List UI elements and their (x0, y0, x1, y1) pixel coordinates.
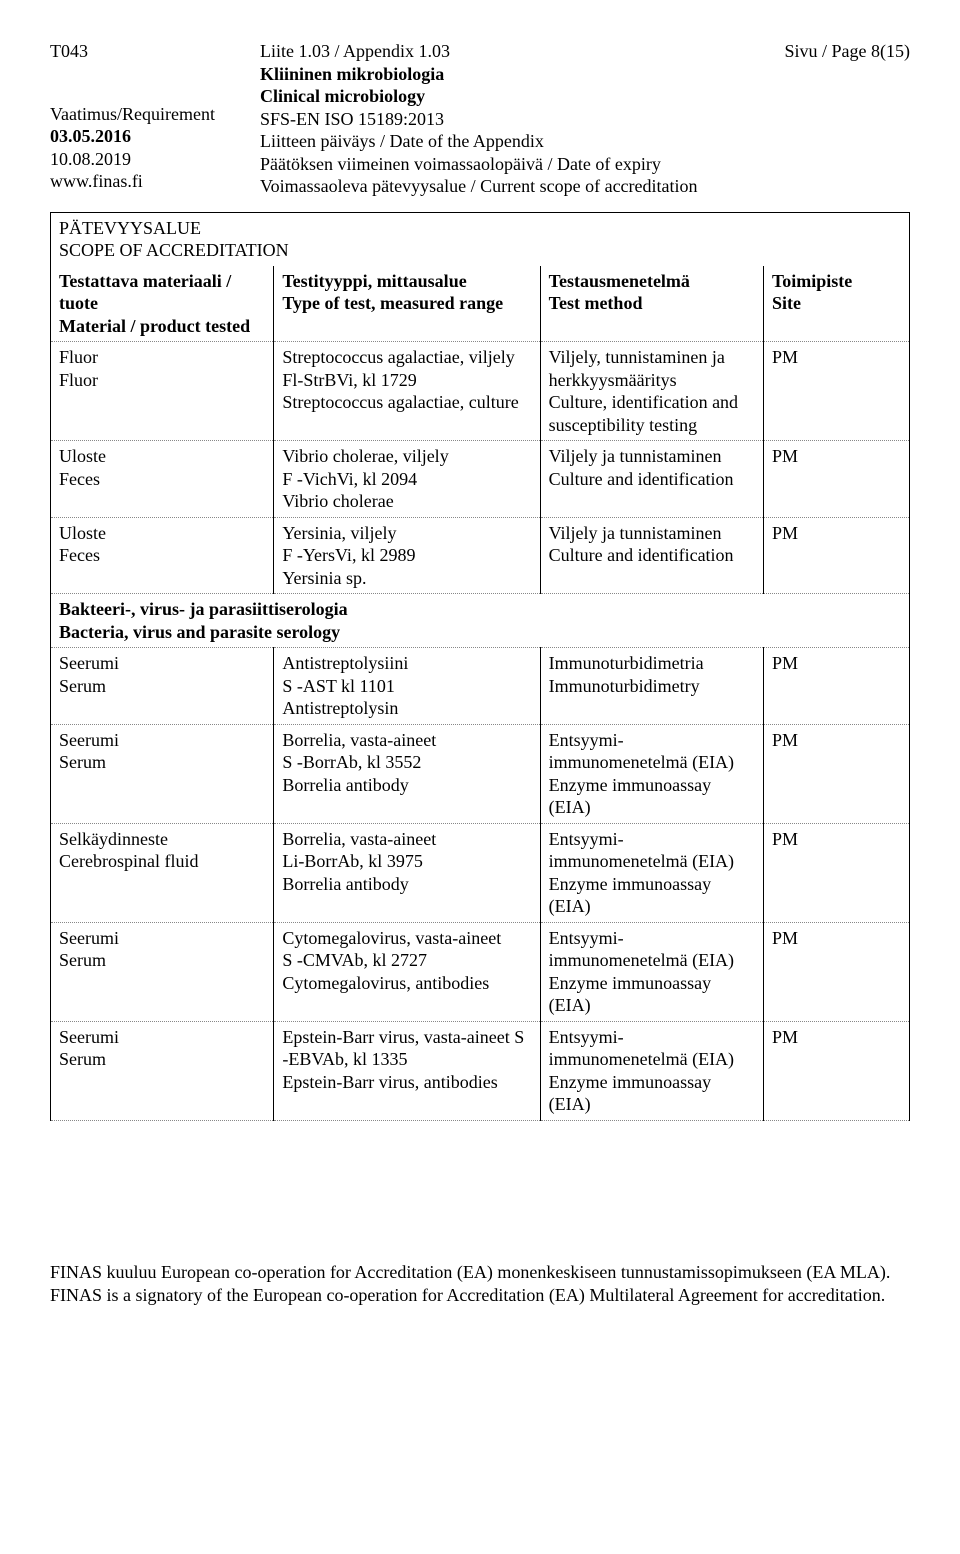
col-method-en: Test method (549, 293, 643, 313)
section-en: Bacteria, virus and parasite serology (59, 622, 340, 642)
table-cell: AntistreptolysiiniS -AST kl 1101Antistre… (274, 648, 540, 725)
table-cell: PM (763, 648, 909, 725)
col-method-fi: Testausmenetelmä (549, 271, 690, 291)
table-cell: Entsyymi-immunomenetelmä (EIA)Enzyme imm… (540, 922, 763, 1021)
page-number: Sivu / Page 8(15) (760, 40, 910, 63)
requirement-label: Vaatimus/Requirement (50, 103, 260, 126)
col-site-fi: Toimipiste (772, 271, 852, 291)
table-cell: Borrelia, vasta-aineetS -BorrAb, kl 3552… (274, 724, 540, 823)
table-cell: UlosteFeces (51, 441, 274, 518)
date-expiry: 10.08.2019 (50, 148, 260, 171)
section-heading: Bakteeri-, virus- ja parasiittiserologia… (51, 594, 910, 648)
table-cell: Viljely ja tunnistaminenCulture and iden… (540, 517, 763, 594)
table-row: SeerumiSerumBorrelia, vasta-aineetS -Bor… (51, 724, 910, 823)
table-row: SeerumiSerumCytomegalovirus, vasta-ainee… (51, 922, 910, 1021)
table-cell: ImmunoturbidimetriaImmunoturbidimetry (540, 648, 763, 725)
doc-code: T043 (50, 40, 260, 63)
table-row: FluorFluorStreptococcus agalactiae, vilj… (51, 342, 910, 441)
table-cell: PM (763, 1021, 909, 1120)
url: www.finas.fi (50, 170, 260, 193)
scope-label: Voimassaoleva pätevyysalue / Current sco… (260, 175, 760, 198)
subject-fi: Kliininen mikrobiologia (260, 63, 760, 86)
table-cell: PM (763, 441, 909, 518)
appendix-label: Liite 1.03 / Appendix 1.03 (260, 40, 760, 63)
col-method: Testausmenetelmä Test method (540, 266, 763, 342)
table-cell: Vibrio cholerae, viljelyF -VichVi, kl 20… (274, 441, 540, 518)
header-middle: Liite 1.03 / Appendix 1.03 Kliininen mik… (260, 40, 760, 198)
date-expiry-label: Päätöksen viimeinen voimassaolopäivä / D… (260, 153, 760, 176)
table-cell: PM (763, 517, 909, 594)
table-cell: SelkäydinnesteCerebrospinal fluid (51, 823, 274, 922)
table-header-row: Testattava materiaali / tuote Material /… (51, 266, 910, 342)
table-cell: SeerumiSerum (51, 1021, 274, 1120)
col-test-type: Testityyppi, mittausalue Type of test, m… (274, 266, 540, 342)
section-row: Bakteeri-, virus- ja parasiittiserologia… (51, 594, 910, 648)
page-header: T043 Vaatimus/Requirement 03.05.2016 10.… (50, 40, 910, 198)
table-cell: SeerumiSerum (51, 648, 274, 725)
table-cell: Entsyymi-immunomenetelmä (EIA)Enzyme imm… (540, 1021, 763, 1120)
col-material: Testattava materiaali / tuote Material /… (51, 266, 274, 342)
table-cell: SeerumiSerum (51, 724, 274, 823)
table-cell: SeerumiSerum (51, 922, 274, 1021)
accreditation-table: PÄTEVYYSALUE SCOPE OF ACCREDITATION Test… (50, 212, 910, 1121)
subject-en: Clinical microbiology (260, 85, 760, 108)
table-cell: UlosteFeces (51, 517, 274, 594)
col-site-en: Site (772, 293, 801, 313)
table-row: SeerumiSerumEpstein-Barr virus, vasta-ai… (51, 1021, 910, 1120)
table-title-row: PÄTEVYYSALUE SCOPE OF ACCREDITATION (51, 212, 910, 266)
header-right: Sivu / Page 8(15) (760, 40, 910, 198)
standard: SFS-EN ISO 15189:2013 (260, 108, 760, 131)
table-row: SeerumiSerumAntistreptolysiiniS -AST kl … (51, 648, 910, 725)
title-fi: PÄTEVYYSALUE (59, 217, 901, 240)
table-cell: Borrelia, vasta-aineetLi-BorrAb, kl 3975… (274, 823, 540, 922)
table-cell: Viljely ja tunnistaminenCulture and iden… (540, 441, 763, 518)
table-cell: Epstein-Barr virus, vasta-aineet S -EBVA… (274, 1021, 540, 1120)
table-cell: FluorFluor (51, 342, 274, 441)
col-material-fi: Testattava materiaali / tuote (59, 271, 231, 314)
table-cell: PM (763, 342, 909, 441)
col-site: Toimipiste Site (763, 266, 909, 342)
table-row: SelkäydinnesteCerebrospinal fluidBorreli… (51, 823, 910, 922)
table-cell: Yersinia, viljelyF -YersVi, kl 2989Yersi… (274, 517, 540, 594)
date-appendix: 03.05.2016 (50, 125, 260, 148)
table-title: PÄTEVYYSALUE SCOPE OF ACCREDITATION (51, 212, 910, 266)
table-row: UlosteFecesVibrio cholerae, viljelyF -Vi… (51, 441, 910, 518)
table-cell: Viljely, tunnistaminen ja herkkyysmäärit… (540, 342, 763, 441)
footer-line-1: FINAS kuuluu European co-operation for A… (50, 1261, 910, 1284)
col-test-type-en: Type of test, measured range (282, 293, 503, 313)
date-appendix-label: Liitteen päiväys / Date of the Appendix (260, 130, 760, 153)
table-cell: Entsyymi-immunomenetelmä (EIA)Enzyme imm… (540, 724, 763, 823)
table-cell: Streptococcus agalactiae, viljelyFl-StrB… (274, 342, 540, 441)
table-cell: PM (763, 724, 909, 823)
header-left: T043 Vaatimus/Requirement 03.05.2016 10.… (50, 40, 260, 198)
col-material-en: Material / product tested (59, 316, 250, 336)
table-cell: Cytomegalovirus, vasta-aineetS -CMVAb, k… (274, 922, 540, 1021)
table-cell: Entsyymi-immunomenetelmä (EIA)Enzyme imm… (540, 823, 763, 922)
table-row: UlosteFecesYersinia, viljelyF -YersVi, k… (51, 517, 910, 594)
section-fi: Bakteeri-, virus- ja parasiittiserologia (59, 599, 348, 619)
title-en: SCOPE OF ACCREDITATION (59, 239, 901, 262)
col-test-type-fi: Testityyppi, mittausalue (282, 271, 466, 291)
table-cell: PM (763, 823, 909, 922)
table-cell: PM (763, 922, 909, 1021)
footer-line-2: FINAS is a signatory of the European co-… (50, 1284, 910, 1307)
page-footer: FINAS kuuluu European co-operation for A… (50, 1261, 910, 1308)
